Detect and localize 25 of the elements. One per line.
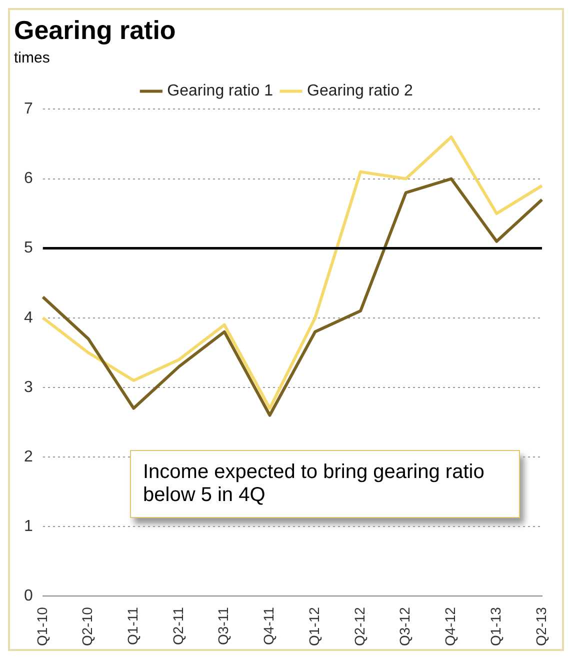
y-tick-label: 6 xyxy=(24,170,33,188)
x-tick-label: Q4-12 xyxy=(442,606,458,646)
x-tick-label: Q3-12 xyxy=(396,606,413,646)
x-tick-label: Q2-10 xyxy=(79,606,96,646)
x-tick-label: Q4-11 xyxy=(260,606,277,645)
x-tick-label: Q3-11 xyxy=(215,606,232,645)
y-tick-label: 4 xyxy=(24,309,33,326)
legend-label: Gearing ratio 1 xyxy=(167,82,274,100)
y-tick-label: 2 xyxy=(24,448,33,466)
chart-subtitle: times xyxy=(14,49,50,66)
x-tick-label: Q2-13 xyxy=(532,606,549,646)
y-tick-label: 7 xyxy=(24,100,33,118)
x-tick-label: Q2-12 xyxy=(351,606,368,646)
legend-label: Gearing ratio 2 xyxy=(307,82,413,100)
y-tick-label: 3 xyxy=(24,378,33,396)
y-tick-label: 0 xyxy=(24,587,33,604)
x-tick-label: Q1-10 xyxy=(34,606,50,646)
x-tick-label: Q1-13 xyxy=(487,606,504,646)
annotation: Income expected to bring gearing ratio below 5 in 4Q xyxy=(130,450,520,518)
x-tick-label: Q1-11 xyxy=(124,606,141,645)
y-tick-label: 1 xyxy=(24,518,33,535)
chart-title: Gearing ratio xyxy=(14,14,176,45)
y-tick-label: 5 xyxy=(24,240,33,257)
x-tick-label: Q1-12 xyxy=(306,606,322,646)
x-tick-label: Q2-11 xyxy=(170,606,186,645)
